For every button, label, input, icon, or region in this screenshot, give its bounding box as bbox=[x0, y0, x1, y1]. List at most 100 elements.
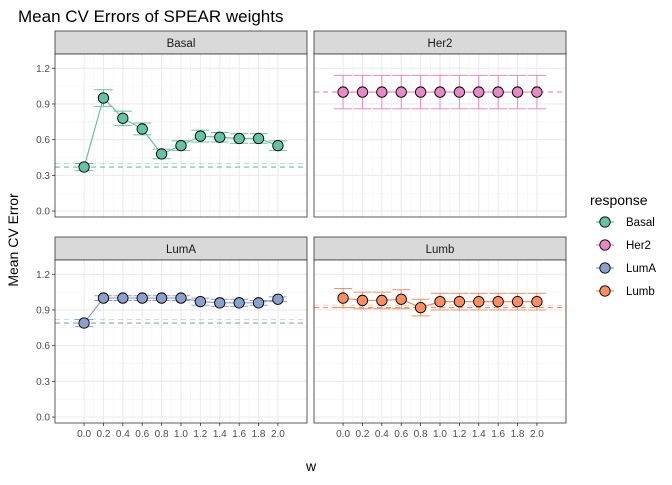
y-tick-label: 0.0 bbox=[36, 207, 50, 218]
data-point bbox=[155, 292, 168, 304]
x-tick-label: 0.0 bbox=[336, 429, 350, 440]
x-tick-label: 2.0 bbox=[530, 429, 544, 440]
data-point bbox=[337, 86, 349, 98]
data-point bbox=[414, 86, 427, 98]
x-tick-label: 1.4 bbox=[472, 429, 486, 440]
y-tick-label: 0.9 bbox=[36, 99, 50, 110]
y-axis-label: Mean CV Error bbox=[5, 193, 21, 287]
data-point bbox=[175, 139, 187, 152]
x-tick-label: 0.2 bbox=[97, 429, 111, 440]
legend-key-point bbox=[599, 262, 611, 274]
data-point bbox=[492, 295, 504, 308]
legend-key-point bbox=[599, 285, 611, 297]
data-point bbox=[155, 148, 168, 160]
data-point bbox=[531, 86, 543, 98]
legend: response Basal Her2 LumA Lumb bbox=[590, 192, 656, 298]
data-point bbox=[511, 295, 524, 308]
x-tick-label: 1.2 bbox=[452, 429, 466, 440]
data-point bbox=[395, 86, 407, 98]
y-tick-label: 0.3 bbox=[36, 377, 50, 388]
data-point bbox=[337, 292, 349, 304]
chart-title: Mean CV Errors of SPEAR weights bbox=[18, 7, 283, 26]
legend-item-her2: Her2 bbox=[596, 239, 651, 252]
x-tick-label: 1.0 bbox=[433, 429, 447, 440]
y-tick-label: 0.3 bbox=[36, 171, 50, 182]
y-tick-label: 1.2 bbox=[36, 64, 50, 75]
x-tick-label: 1.8 bbox=[511, 429, 525, 440]
legend-item-lumb: Lumb bbox=[596, 285, 655, 298]
x-tick-label: 0.6 bbox=[135, 429, 149, 440]
data-point bbox=[194, 130, 207, 142]
data-point bbox=[252, 132, 265, 145]
data-point bbox=[175, 292, 187, 304]
data-point bbox=[252, 297, 265, 309]
y-tick-label: 0.6 bbox=[36, 341, 50, 352]
legend-item-basal: Basal bbox=[596, 216, 655, 229]
x-tick-label: 1.8 bbox=[252, 429, 266, 440]
data-point bbox=[395, 293, 407, 305]
facet-strip-label: Basal bbox=[167, 38, 196, 50]
x-tick-label: 0.6 bbox=[394, 429, 408, 440]
facet-panel-lumb: Lumb 0.0 0.2 0.4 0.6 0.8 1.0 1.2 1.4 1.6 1.8 2.0 bbox=[313, 236, 567, 440]
data-point bbox=[214, 297, 226, 309]
data-point bbox=[233, 132, 245, 145]
facet-strip-label: Lumb bbox=[426, 244, 455, 256]
data-point bbox=[272, 293, 284, 305]
data-point bbox=[233, 297, 245, 309]
facet-panel-luma: LumA 0.0 0.3 0.6 0.9 1.2 0.0 0.2 0.4 0.6 0.8 1.0 1.2… bbox=[36, 236, 308, 440]
x-tick-label: 1.2 bbox=[193, 429, 207, 440]
x-tick-label: 2.0 bbox=[271, 429, 285, 440]
y-tick-label: 1.2 bbox=[36, 270, 50, 281]
data-point bbox=[356, 86, 369, 98]
x-tick-label: 0.2 bbox=[356, 429, 370, 440]
x-tick-label: 0.8 bbox=[414, 429, 428, 440]
legend-label: Basal bbox=[626, 217, 655, 229]
facet-panel-basal: Basal 0.0 0.3 0.6 0.9 1.2 bbox=[36, 30, 308, 218]
facet-strip-label: LumA bbox=[166, 244, 196, 256]
x-axis-label: w bbox=[305, 458, 317, 474]
data-point bbox=[376, 86, 388, 98]
data-point bbox=[78, 317, 90, 329]
data-point bbox=[97, 92, 110, 104]
panel-border bbox=[313, 53, 567, 218]
data-point bbox=[117, 112, 129, 124]
data-point bbox=[453, 295, 466, 308]
data-point bbox=[511, 86, 524, 98]
x-tick-label: 0.4 bbox=[116, 429, 130, 440]
data-point bbox=[136, 292, 148, 304]
x-tick-label: 0.4 bbox=[375, 429, 389, 440]
x-tick-label: 1.6 bbox=[232, 429, 246, 440]
x-tick-label: 1.6 bbox=[491, 429, 505, 440]
legend-item-luma: LumA bbox=[596, 262, 656, 275]
y-tick-label: 0.6 bbox=[36, 135, 50, 146]
panel-border bbox=[54, 53, 308, 218]
legend-label: Her2 bbox=[626, 240, 651, 252]
data-point bbox=[414, 301, 427, 314]
data-point bbox=[473, 86, 485, 98]
data-point bbox=[376, 294, 388, 307]
data-point bbox=[531, 295, 543, 308]
data-point bbox=[272, 139, 284, 152]
x-tick-label: 1.4 bbox=[213, 429, 227, 440]
x-tick-label: 1.0 bbox=[174, 429, 188, 440]
legend-label: Lumb bbox=[626, 286, 655, 298]
facet-strip-label: Her2 bbox=[428, 38, 453, 50]
data-point bbox=[214, 131, 226, 143]
facet-panel-her2: Her2 bbox=[313, 30, 567, 218]
data-point bbox=[434, 86, 446, 98]
legend-key-point bbox=[599, 216, 611, 228]
x-tick-label: 0.0 bbox=[77, 429, 91, 440]
data-point bbox=[136, 123, 148, 135]
data-point bbox=[194, 295, 207, 308]
legend-label: LumA bbox=[626, 263, 656, 275]
data-point bbox=[97, 292, 110, 304]
facet-panels: Basal 0.0 0.3 0.6 0.9 1.2 Her2 LumA 0.0 0.3 0.6 0.9… bbox=[36, 30, 567, 440]
legend-title: response bbox=[590, 192, 648, 208]
legend-key-point bbox=[599, 239, 611, 251]
y-tick-label: 0.9 bbox=[36, 305, 50, 316]
x-tick-label: 0.8 bbox=[155, 429, 169, 440]
data-point bbox=[492, 86, 504, 98]
data-point bbox=[356, 294, 369, 307]
